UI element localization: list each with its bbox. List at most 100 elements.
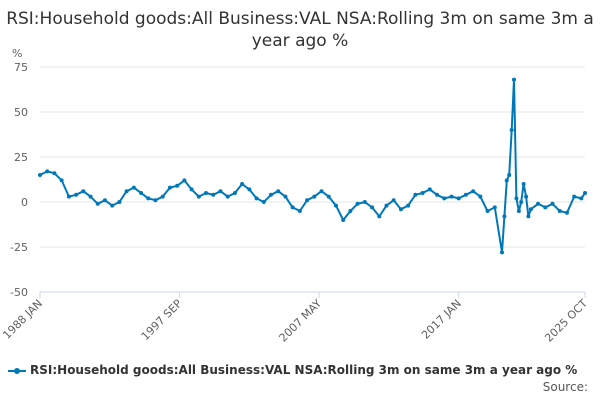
- data-point[interactable]: [449, 194, 454, 199]
- data-point[interactable]: [175, 183, 180, 188]
- data-point[interactable]: [160, 194, 165, 199]
- data-point[interactable]: [528, 207, 533, 212]
- data-point[interactable]: [420, 191, 425, 195]
- data-point[interactable]: [572, 194, 577, 199]
- data-point[interactable]: [355, 201, 360, 206]
- data-point[interactable]: [509, 128, 514, 132]
- data-point[interactable]: [384, 203, 389, 208]
- data-point[interactable]: [182, 178, 187, 183]
- data-point[interactable]: [131, 185, 136, 190]
- axes: [39, 291, 586, 298]
- data-point[interactable]: [398, 207, 403, 212]
- data-point[interactable]: [463, 192, 468, 197]
- y-tick-label: 50: [14, 106, 28, 119]
- data-point[interactable]: [550, 201, 555, 206]
- data-point[interactable]: [435, 192, 440, 197]
- data-point[interactable]: [524, 194, 529, 199]
- data-point[interactable]: [196, 194, 201, 199]
- data-point[interactable]: [507, 173, 512, 177]
- data-point[interactable]: [38, 173, 42, 177]
- data-point[interactable]: [583, 191, 587, 195]
- data-point[interactable]: [543, 205, 548, 210]
- y-axis-label: %: [12, 47, 22, 60]
- data-point[interactable]: [370, 205, 375, 210]
- data-point[interactable]: [247, 187, 252, 192]
- data-point[interactable]: [74, 192, 79, 197]
- data-point[interactable]: [478, 194, 483, 199]
- y-tick-labels: 75 50 25 0 -25 -50: [10, 61, 28, 299]
- data-point[interactable]: [218, 189, 223, 194]
- data-point[interactable]: [564, 210, 569, 215]
- data-point[interactable]: [45, 169, 50, 174]
- data-point[interactable]: [189, 187, 194, 192]
- data-point[interactable]: [406, 203, 411, 208]
- data-point[interactable]: [526, 214, 531, 219]
- data-point[interactable]: [240, 182, 245, 186]
- data-point[interactable]: [88, 194, 93, 199]
- data-point[interactable]: [333, 203, 338, 208]
- y-tick-label: -50: [10, 286, 28, 299]
- data-point[interactable]: [124, 189, 129, 194]
- legend-swatch-icon: [8, 366, 26, 376]
- data-point[interactable]: [492, 205, 497, 210]
- chart-title: RSI:Household goods:All Business:VAL NSA…: [6, 9, 594, 51]
- data-point[interactable]: [225, 194, 230, 199]
- data-point[interactable]: [232, 191, 237, 195]
- data-point[interactable]: [167, 185, 172, 190]
- data-point[interactable]: [312, 194, 317, 199]
- data-point[interactable]: [348, 209, 353, 213]
- x-tick-label: 2007 MAY: [277, 297, 325, 345]
- data-point[interactable]: [204, 191, 209, 195]
- data-point[interactable]: [102, 198, 107, 203]
- data-point[interactable]: [52, 171, 57, 176]
- data-point[interactable]: [504, 178, 509, 183]
- data-point[interactable]: [261, 200, 266, 204]
- y-tick-label: 75: [14, 61, 28, 74]
- data-point[interactable]: [536, 201, 541, 206]
- data-point[interactable]: [146, 196, 151, 201]
- data-point[interactable]: [81, 189, 86, 194]
- data-point[interactable]: [117, 200, 122, 204]
- data-point[interactable]: [519, 200, 524, 204]
- data-point[interactable]: [514, 196, 519, 201]
- data-point[interactable]: [362, 200, 367, 204]
- data-point[interactable]: [211, 192, 216, 197]
- x-tick-label: 1997 SEP: [139, 297, 185, 343]
- data-point[interactable]: [442, 196, 447, 201]
- data-point[interactable]: [268, 192, 273, 197]
- data-point[interactable]: [283, 194, 288, 199]
- data-point[interactable]: [319, 189, 324, 194]
- data-point[interactable]: [456, 196, 461, 201]
- series-line[interactable]: [39, 78, 586, 254]
- data-point[interactable]: [499, 250, 504, 255]
- data-point[interactable]: [341, 218, 346, 222]
- data-point[interactable]: [326, 194, 331, 199]
- data-point[interactable]: [485, 209, 490, 213]
- data-point[interactable]: [521, 182, 526, 186]
- data-point[interactable]: [511, 77, 516, 82]
- data-point[interactable]: [391, 198, 396, 203]
- data-point[interactable]: [59, 178, 64, 183]
- data-point[interactable]: [471, 189, 476, 194]
- data-point[interactable]: [290, 205, 295, 210]
- data-point[interactable]: [377, 214, 382, 219]
- data-point[interactable]: [66, 194, 71, 199]
- data-point[interactable]: [502, 214, 507, 219]
- gridlines: [40, 66, 585, 293]
- data-point[interactable]: [427, 187, 432, 192]
- data-point[interactable]: [110, 203, 115, 208]
- legend[interactable]: RSI:Household goods:All Business:VAL NSA…: [8, 363, 577, 377]
- data-point[interactable]: [254, 196, 259, 201]
- data-point[interactable]: [297, 209, 302, 213]
- data-point[interactable]: [413, 192, 418, 197]
- y-tick-label: -25: [10, 241, 28, 254]
- data-point[interactable]: [557, 209, 562, 213]
- data-point[interactable]: [516, 209, 521, 213]
- data-point[interactable]: [139, 191, 144, 195]
- data-point[interactable]: [276, 189, 281, 194]
- data-point[interactable]: [153, 198, 158, 203]
- x-tick-label: 1988 JAN: [0, 297, 45, 342]
- data-point[interactable]: [95, 201, 100, 206]
- data-point[interactable]: [579, 196, 584, 201]
- data-point[interactable]: [305, 198, 310, 203]
